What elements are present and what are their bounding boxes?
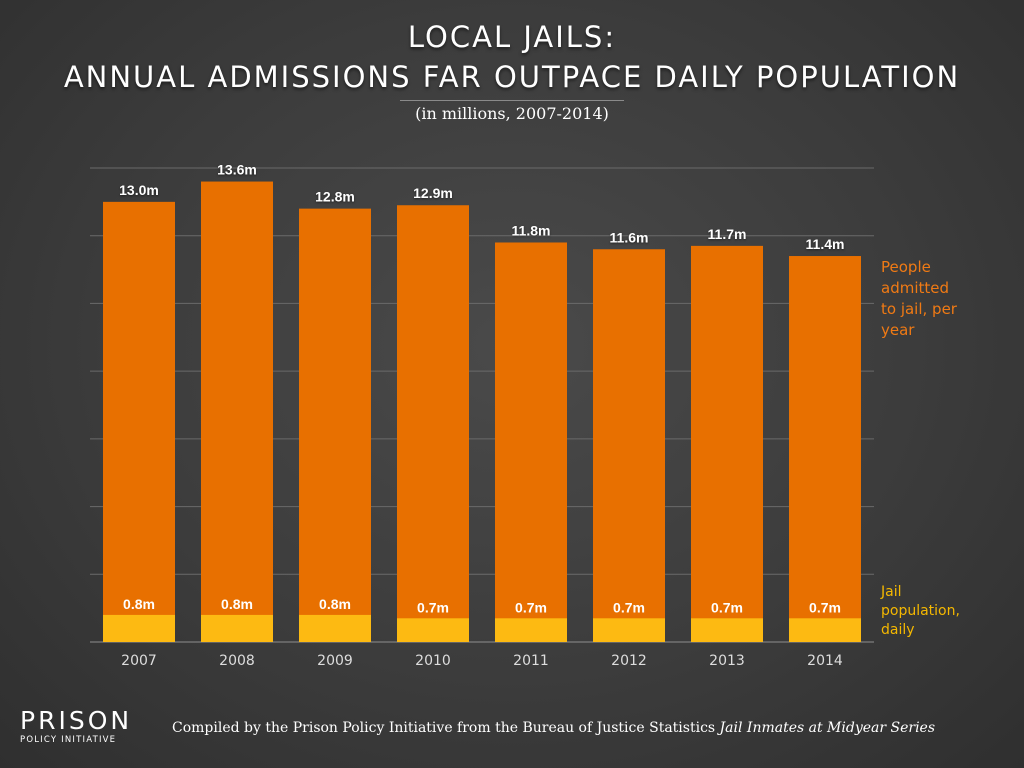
bar-population-2010: [397, 618, 469, 642]
x-tick-label-2009: 2009: [317, 653, 353, 669]
bar-admissions-2009: [299, 208, 371, 642]
source-title: Jail Inmates at Midyear Series: [719, 720, 936, 736]
legend-admissions-line: year: [881, 321, 915, 339]
bar-population-2008: [201, 614, 273, 642]
bar-admissions-2013: [691, 245, 763, 642]
bar-population-2014: [789, 618, 861, 642]
x-tick-label-2014: 2014: [807, 653, 843, 669]
title-divider: [400, 100, 624, 101]
source-note: Compiled by the Prison Policy Initiative…: [172, 720, 935, 736]
x-tick-label-2013: 2013: [709, 653, 745, 669]
bar-admissions-2012: [593, 249, 665, 642]
bar-admissions-2008: [201, 181, 273, 643]
legend-admissions-line: to jail, per: [881, 300, 958, 318]
data-label-population-2010: 0.7m: [417, 599, 449, 615]
source-text: Compiled by the Prison Policy Initiative…: [172, 720, 720, 736]
data-label-population-2007: 0.8m: [123, 596, 155, 612]
data-label-admissions-2009: 12.8m: [315, 189, 355, 205]
legend-admissions-line: admitted: [881, 279, 949, 297]
bar-population-2012: [593, 618, 665, 642]
bar-population-2011: [495, 618, 567, 642]
bar-admissions-2010: [397, 205, 469, 642]
x-tick-label-2011: 2011: [513, 653, 549, 669]
x-tick-label-2010: 2010: [415, 653, 451, 669]
data-label-population-2008: 0.8m: [221, 596, 253, 612]
legend-population-line: daily: [881, 622, 915, 638]
data-label-admissions-2014: 11.4m: [806, 236, 845, 252]
chart-subtitle: (in millions, 2007-2014): [415, 104, 609, 123]
x-tick-label-2007: 2007: [121, 653, 157, 669]
data-label-admissions-2012: 11.6m: [610, 229, 649, 245]
data-label-admissions-2011: 11.8m: [512, 222, 551, 238]
data-label-admissions-2010: 12.9m: [413, 185, 453, 201]
data-label-admissions-2008: 13.6m: [217, 162, 257, 178]
data-label-admissions-2013: 11.7m: [708, 226, 747, 242]
logo-main-text: PRISON: [20, 706, 133, 735]
logo-sub-text: POLICY INITIATIVE: [20, 735, 117, 745]
bar-admissions-2014: [789, 256, 861, 642]
data-label-population-2012: 0.7m: [613, 599, 645, 615]
data-label-population-2009: 0.8m: [319, 596, 351, 612]
legend-admissions-line: People: [881, 258, 931, 276]
data-label-population-2014: 0.7m: [809, 599, 841, 615]
bar-population-2007: [103, 614, 175, 642]
chart-title-line2: ANNUAL ADMISSIONS FAR OUTPACE DAILY POPU…: [63, 60, 961, 94]
bar-population-2009: [299, 614, 371, 642]
data-label-population-2011: 0.7m: [515, 599, 547, 615]
data-label-population-2013: 0.7m: [711, 599, 743, 615]
bar-admissions-2011: [495, 242, 567, 642]
x-tick-label-2008: 2008: [219, 653, 255, 669]
x-tick-label-2012: 2012: [611, 653, 647, 669]
bar-population-2013: [691, 618, 763, 642]
legend-population-line: Jail: [880, 584, 902, 600]
legend-population-line: population,: [881, 603, 960, 619]
bar-admissions-2007: [103, 201, 175, 642]
chart-title-line1: LOCAL JAILS:: [407, 20, 617, 54]
data-label-admissions-2007: 13.0m: [119, 182, 159, 198]
prison-policy-initiative-logo: PRISON POLICY INITIATIVE: [20, 708, 132, 746]
